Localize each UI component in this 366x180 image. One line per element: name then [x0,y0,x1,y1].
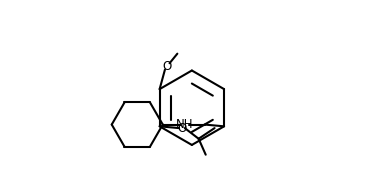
Text: O: O [162,60,171,73]
Text: NH: NH [176,118,194,131]
Text: O: O [178,122,187,135]
